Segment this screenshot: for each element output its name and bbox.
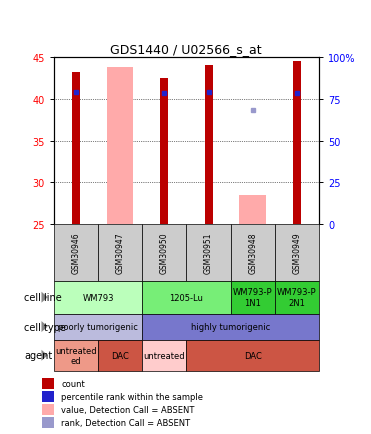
Text: GDS1440 / U02566_s_at: GDS1440 / U02566_s_at bbox=[110, 43, 261, 56]
Text: value, Detection Call = ABSENT: value, Detection Call = ABSENT bbox=[61, 405, 195, 414]
Bar bbox=[72, 73, 80, 225]
Bar bbox=[42, 378, 53, 389]
Bar bbox=[293, 62, 301, 225]
Bar bbox=[186, 225, 231, 281]
Text: untreated: untreated bbox=[144, 351, 185, 360]
Polygon shape bbox=[42, 321, 48, 332]
Text: percentile rank within the sample: percentile rank within the sample bbox=[61, 392, 203, 401]
Polygon shape bbox=[42, 292, 48, 303]
Text: GSM30946: GSM30946 bbox=[71, 232, 81, 274]
Text: GSM30950: GSM30950 bbox=[160, 232, 169, 274]
Text: WM793-P
1N1: WM793-P 1N1 bbox=[233, 288, 273, 307]
Bar bbox=[98, 340, 142, 371]
Bar bbox=[98, 225, 142, 281]
Text: GSM30951: GSM30951 bbox=[204, 232, 213, 274]
Bar bbox=[160, 79, 168, 225]
Text: untreated
ed: untreated ed bbox=[55, 346, 97, 365]
Bar bbox=[275, 225, 319, 281]
Bar bbox=[42, 391, 53, 402]
Text: DAC: DAC bbox=[244, 351, 262, 360]
Text: poorly tumorigenic: poorly tumorigenic bbox=[58, 322, 138, 331]
Bar bbox=[54, 281, 142, 314]
Bar bbox=[142, 340, 186, 371]
Bar bbox=[142, 281, 231, 314]
Text: GSM30948: GSM30948 bbox=[248, 232, 257, 274]
Bar bbox=[275, 281, 319, 314]
Bar bbox=[204, 66, 213, 225]
Text: GSM30949: GSM30949 bbox=[292, 232, 302, 274]
Bar bbox=[54, 340, 98, 371]
Text: agent: agent bbox=[24, 351, 52, 360]
Text: rank, Detection Call = ABSENT: rank, Detection Call = ABSENT bbox=[61, 418, 190, 427]
Polygon shape bbox=[42, 350, 48, 361]
Text: WM793: WM793 bbox=[82, 293, 114, 302]
Text: 1205-Lu: 1205-Lu bbox=[170, 293, 203, 302]
Text: count: count bbox=[61, 379, 85, 388]
Text: GSM30947: GSM30947 bbox=[116, 232, 125, 274]
Bar bbox=[42, 417, 53, 428]
Bar bbox=[231, 225, 275, 281]
Bar bbox=[239, 196, 266, 225]
Bar bbox=[231, 281, 275, 314]
Text: DAC: DAC bbox=[111, 351, 129, 360]
Text: WM793-P
2N1: WM793-P 2N1 bbox=[277, 288, 317, 307]
Bar bbox=[142, 225, 186, 281]
Text: highly tumorigenic: highly tumorigenic bbox=[191, 322, 270, 331]
Bar bbox=[42, 404, 53, 415]
Text: cell line: cell line bbox=[24, 293, 62, 302]
Bar bbox=[142, 314, 319, 340]
Bar bbox=[54, 314, 142, 340]
Bar bbox=[107, 68, 134, 225]
Text: cell type: cell type bbox=[24, 322, 66, 332]
Bar bbox=[186, 340, 319, 371]
Bar bbox=[54, 225, 98, 281]
